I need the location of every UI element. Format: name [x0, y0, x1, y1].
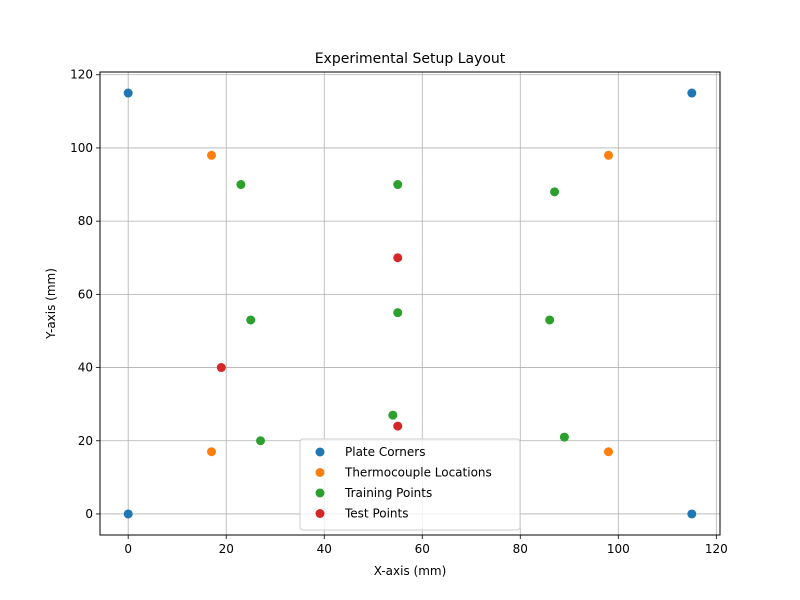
y-tick-label: 40 — [78, 361, 93, 375]
legend-label: Test Points — [344, 507, 409, 521]
x-tick-label: 100 — [607, 542, 630, 556]
x-axis-label: X-axis (mm) — [374, 564, 447, 578]
legend-label: Plate Corners — [345, 445, 425, 459]
x-tick-label: 20 — [219, 542, 234, 556]
legend-marker — [315, 509, 325, 518]
data-point — [559, 432, 569, 442]
y-tick-label: 80 — [78, 214, 93, 228]
y-tick-label: 0 — [85, 507, 93, 521]
x-tick-label: 120 — [705, 542, 728, 556]
data-point — [393, 308, 403, 318]
legend-marker — [315, 488, 325, 498]
data-point — [687, 88, 697, 98]
legend-marker — [315, 468, 325, 477]
chart-title: Experimental Setup Layout — [315, 51, 506, 67]
data-points — [123, 88, 697, 519]
y-tick-label: 100 — [70, 141, 93, 155]
x-tick-label: 80 — [513, 542, 528, 556]
data-point — [545, 315, 555, 325]
data-point — [393, 180, 403, 190]
legend-label: Training Points — [344, 486, 432, 500]
data-point — [256, 436, 266, 446]
data-point — [388, 410, 398, 420]
axis-ticks: 0 20 40 60 80 100 120 0 20 40 60 80 100 120 — [70, 68, 728, 556]
plot-frame — [99, 71, 721, 536]
data-point — [687, 509, 697, 519]
data-point — [123, 88, 133, 98]
data-point — [393, 421, 403, 431]
data-point — [603, 150, 613, 160]
legend-marker — [315, 447, 325, 457]
legend: Plate Corners Thermocouple Locations Train… — [299, 438, 521, 531]
data-point — [603, 447, 613, 457]
data-point — [123, 509, 133, 519]
data-point — [216, 363, 226, 373]
y-tick-label: 60 — [78, 287, 93, 301]
data-point — [393, 253, 403, 263]
data-point — [246, 315, 256, 325]
x-tick-label: 60 — [415, 542, 430, 556]
legend-label: Thermocouple Locations — [344, 466, 492, 480]
data-point — [207, 150, 217, 160]
grid — [100, 72, 720, 535]
y-tick-label: 120 — [70, 68, 93, 82]
data-point — [207, 447, 217, 457]
data-point — [236, 180, 246, 190]
data-point — [550, 187, 560, 197]
legend-box — [299, 438, 521, 531]
y-axis-label: Y-axis (mm) — [44, 268, 58, 340]
x-tick-label: 40 — [317, 542, 332, 556]
x-tick-label: 0 — [124, 542, 132, 556]
y-tick-label: 20 — [78, 434, 93, 448]
